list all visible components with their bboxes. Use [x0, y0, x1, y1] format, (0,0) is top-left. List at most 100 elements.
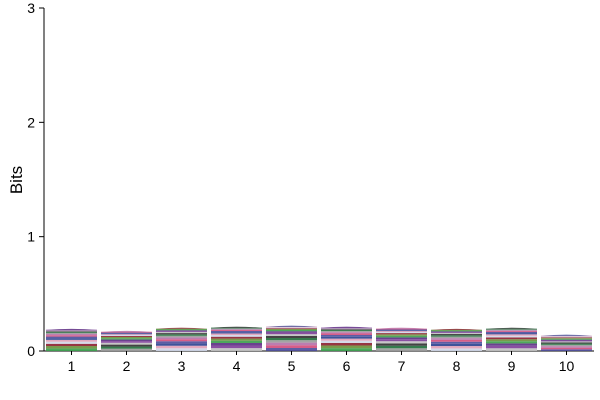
logo-glyph: [541, 335, 592, 337]
logo-glyph: [211, 348, 262, 351]
logo-glyph: [376, 327, 427, 329]
logo-glyph: [266, 325, 317, 327]
logo-glyph: [486, 330, 537, 332]
logo-glyph: [376, 339, 427, 342]
logo-glyph: [431, 338, 482, 340]
logo-glyph: [376, 341, 427, 344]
logo-column: [321, 326, 372, 351]
logo-glyph: [46, 348, 97, 351]
x-tick-label: 6: [343, 358, 351, 374]
logo-glyph: [431, 346, 482, 349]
logo-glyph: [211, 327, 262, 329]
logo-glyph: [101, 342, 152, 345]
logo-glyph: [376, 333, 427, 335]
logo-glyph: [46, 346, 97, 349]
logo-glyph: [321, 340, 372, 343]
logo-glyph: [101, 334, 152, 335]
logo-glyph: [156, 348, 207, 351]
logo-glyph: [541, 347, 592, 350]
y-axis-title: Bits: [7, 166, 26, 194]
logo-glyph: [321, 338, 372, 341]
logo-glyph: [156, 337, 207, 340]
logo-glyph: [101, 333, 152, 335]
logo-glyph: [211, 329, 262, 331]
logo-glyph: [431, 336, 482, 339]
logo-glyph: [101, 330, 152, 332]
logo-glyph: [376, 334, 427, 336]
logo-glyph: [156, 345, 207, 349]
x-tick-label: 10: [559, 358, 575, 374]
logo-glyph: [156, 333, 207, 335]
logo-glyph: [541, 338, 592, 339]
logo-glyph: [156, 339, 207, 342]
x-tick-label: 9: [508, 358, 516, 374]
logo-glyph: [101, 334, 152, 336]
logo-glyph: [376, 345, 427, 349]
logo-glyph: [541, 334, 592, 336]
x-tick-label: 4: [233, 358, 241, 374]
logo-glyph: [431, 334, 482, 336]
logo-glyph: [541, 339, 592, 341]
logo-glyph: [211, 338, 262, 341]
logo-glyph: [156, 329, 207, 331]
logo-glyph: [321, 327, 372, 329]
logo-glyph: [541, 342, 592, 344]
logo-column: [376, 327, 427, 351]
logo-glyph: [486, 339, 537, 342]
logo-column: [46, 328, 97, 351]
y-axis: 0 1 2 3: [27, 0, 45, 359]
y-tick-label: 0: [27, 343, 35, 359]
logo-glyph: [431, 348, 482, 351]
logo-glyph: [486, 333, 537, 335]
logo-glyph: [321, 336, 372, 339]
logo-glyph: [431, 328, 482, 330]
logo-glyph: [211, 330, 262, 331]
logo-glyph: [321, 333, 372, 335]
logo-glyph: [46, 332, 97, 333]
logo-column: [541, 334, 592, 351]
logo-column: [431, 328, 482, 351]
logo-glyph: [321, 332, 372, 334]
x-tick-label: 2: [123, 358, 131, 374]
logo-glyph: [541, 336, 592, 338]
logo-glyph: [486, 335, 537, 338]
logo-glyph: [101, 336, 152, 339]
logo-glyph: [321, 345, 372, 349]
logo-glyph: [46, 331, 97, 333]
logo-glyph: [101, 341, 152, 343]
logo-glyph: [541, 338, 592, 340]
logo-glyph: [211, 330, 262, 333]
logo-glyph: [46, 332, 97, 335]
logo-glyph: [156, 343, 207, 346]
x-tick-label: 7: [398, 358, 406, 374]
logo-glyph: [266, 334, 317, 336]
logo-glyph: [486, 337, 537, 340]
logo-glyph: [376, 331, 427, 334]
logo-glyph: [101, 344, 152, 347]
logo-glyph: [541, 343, 592, 345]
logo-glyph: [266, 332, 317, 335]
y-tick-label: 1: [27, 229, 35, 245]
logo-glyph: [211, 336, 262, 339]
logo-column: [266, 325, 317, 351]
logo-glyph: [321, 334, 372, 337]
logo-glyph: [431, 332, 482, 335]
logo-glyph: [486, 329, 537, 331]
logo-glyph: [211, 332, 262, 334]
logo-glyph: [376, 329, 427, 331]
logo-glyph: [376, 343, 427, 346]
logo-glyph: [266, 337, 317, 341]
logo-glyph: [431, 330, 482, 332]
y-tick-label: 3: [27, 0, 35, 16]
logo-glyph: [376, 337, 427, 340]
logo-glyph: [486, 348, 537, 351]
logo-glyph: [321, 330, 372, 333]
logo-glyph: [101, 338, 152, 340]
logo-glyph: [376, 331, 427, 332]
logo-glyph: [211, 340, 262, 343]
logo-glyph: [266, 328, 317, 329]
logo-glyph: [46, 343, 97, 347]
logo-glyph: [431, 331, 482, 333]
logo-glyph: [486, 343, 537, 346]
